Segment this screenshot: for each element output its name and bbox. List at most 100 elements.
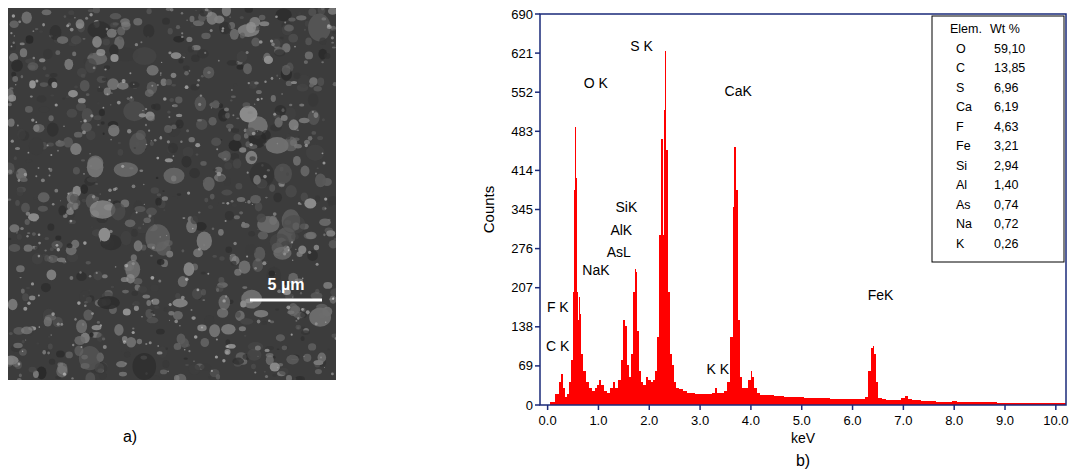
micrograph-speck	[149, 341, 152, 344]
spectrum-bar	[799, 397, 804, 405]
micrograph-speck	[55, 103, 58, 106]
micrograph-speck	[198, 248, 201, 251]
micrograph-speck	[39, 326, 41, 328]
micrograph-grain	[281, 115, 288, 121]
micrograph-speck	[261, 98, 263, 100]
micrograph-grain	[239, 326, 246, 331]
scale-bar-label: 5 µm	[268, 276, 305, 293]
spectrum-bar	[878, 398, 881, 405]
micrograph-grain	[172, 196, 177, 199]
micrograph-grain	[301, 330, 310, 335]
micrograph-grain	[279, 368, 289, 375]
micrograph-grain	[9, 244, 21, 252]
micrograph-grain	[52, 82, 58, 88]
spectrum-bar	[579, 297, 580, 405]
micrograph-grain	[25, 106, 33, 113]
micrograph-grain	[91, 312, 94, 315]
peak-label: FeK	[868, 287, 894, 303]
x-axis-title: keV	[791, 430, 816, 446]
micrograph-speck	[63, 126, 65, 128]
micrograph-speck	[215, 355, 218, 358]
micrograph-speck	[315, 173, 317, 175]
micrograph-speck	[169, 320, 170, 321]
micrograph-speck	[22, 350, 24, 352]
micrograph-grain	[137, 339, 142, 344]
micrograph-speck	[196, 84, 199, 87]
micrograph-grain	[294, 72, 301, 79]
micrograph-grain	[305, 38, 312, 46]
micrograph-grain	[90, 332, 94, 337]
micrograph-grain	[19, 374, 22, 378]
micrograph-grain	[308, 8, 316, 16]
micrograph-grain	[178, 59, 183, 64]
micrograph-grain	[136, 130, 146, 140]
micrograph-grain	[89, 52, 93, 55]
micrograph-speck	[27, 302, 30, 305]
spectrum-bar	[874, 354, 876, 405]
micrograph-grain	[298, 12, 301, 15]
micrograph-grain	[104, 88, 111, 96]
micrograph-grain	[240, 318, 253, 325]
micrograph	[8, 8, 336, 380]
micrograph-grain	[334, 238, 336, 240]
micrograph-grain	[221, 190, 232, 196]
micrograph-speck	[35, 175, 37, 177]
spectrum-bar	[643, 385, 646, 405]
spectrum-bar	[636, 272, 638, 405]
micrograph-speck	[144, 204, 145, 205]
micrograph-speck	[166, 235, 167, 236]
micrograph-speck	[268, 319, 271, 322]
x-tick-label: 9.0	[996, 413, 1014, 428]
micrograph-grain	[132, 291, 139, 296]
composition-element: O	[956, 42, 966, 56]
micrograph-speck	[222, 359, 225, 362]
micrograph-grain	[302, 308, 306, 312]
micrograph-grain	[247, 349, 261, 361]
micrograph-grain	[8, 162, 15, 175]
micrograph-grain	[272, 374, 277, 377]
micrograph-grain	[144, 217, 151, 223]
micrograph-speck	[225, 351, 228, 354]
micrograph-speck	[148, 130, 150, 132]
micrograph-grain	[282, 345, 287, 350]
composition-value: 6,96	[994, 81, 1018, 95]
micrograph-grain	[301, 336, 305, 341]
micrograph-grain	[21, 75, 24, 78]
micrograph-grain	[326, 230, 335, 236]
micrograph-grain	[291, 234, 299, 240]
micrograph-grain	[236, 118, 239, 120]
micrograph-grain	[328, 201, 333, 206]
micrograph-speck	[275, 15, 278, 18]
micrograph-grain	[44, 250, 46, 252]
micrograph-speck	[281, 93, 283, 95]
spectrum-bar	[592, 391, 595, 405]
micrograph-grain	[304, 60, 308, 64]
micrograph-grain	[258, 231, 268, 239]
micrograph-grain	[17, 378, 22, 380]
micrograph-speck	[160, 74, 162, 76]
micrograph-speck	[170, 8, 174, 12]
x-tick-label: 4.0	[742, 413, 760, 428]
micrograph-grain	[12, 76, 18, 82]
micrograph-speck	[324, 367, 325, 368]
x-tick	[547, 405, 549, 410]
micrograph-grain	[222, 8, 231, 17]
spectrum-bar	[784, 397, 789, 406]
micrograph-grain	[32, 232, 36, 236]
micrograph-grain	[162, 190, 164, 192]
y-tick-label: 69	[519, 358, 533, 373]
micrograph-speck	[143, 224, 144, 225]
micrograph-speck	[258, 356, 259, 357]
micrograph-grain	[291, 81, 297, 84]
micrograph-grain	[99, 228, 111, 242]
micrograph-grain	[252, 259, 263, 272]
micrograph-speck	[92, 195, 95, 198]
micrograph-grain	[97, 296, 120, 309]
composition-value: 0,26	[994, 237, 1018, 251]
scale-bar	[250, 299, 322, 302]
x-tick-label: 6.0	[844, 413, 862, 428]
micrograph-grain	[239, 260, 251, 273]
micrograph-grain	[259, 15, 266, 21]
spectrum-bar	[607, 393, 610, 405]
micrograph-grain	[264, 371, 266, 372]
